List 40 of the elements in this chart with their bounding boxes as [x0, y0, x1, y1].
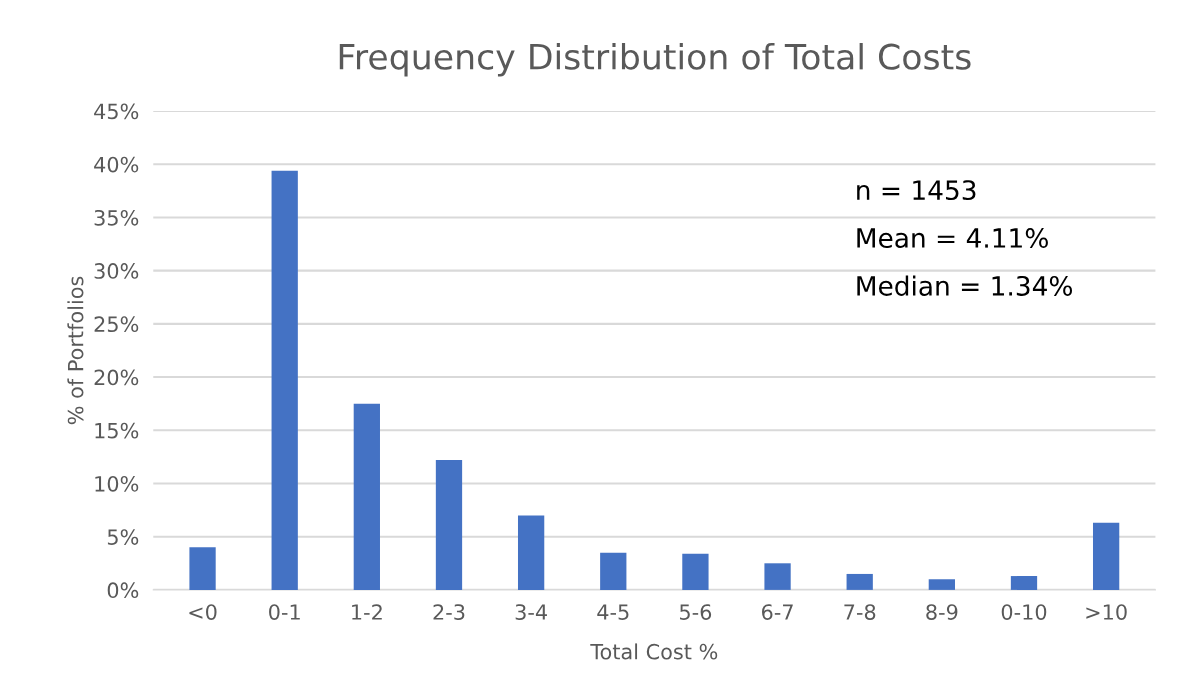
x-tick-label: 5-6	[680, 604, 712, 620]
y-tick-label: 25%	[94, 316, 139, 333]
bar	[517, 515, 545, 590]
chart-title: Frequency Distribution of Total Costs	[339, 42, 971, 77]
y-tick-label: 15%	[95, 422, 139, 439]
bar	[928, 579, 955, 590]
y-tick-label: 35%	[94, 209, 139, 226]
y-tick-label: 0%	[107, 582, 139, 599]
bar	[271, 170, 298, 590]
bar	[846, 573, 873, 590]
annotation: Median = 1.34%	[857, 275, 1073, 296]
bar	[1010, 576, 1038, 590]
x-tick-label: <0	[189, 604, 217, 620]
x-tick-label: >10	[1086, 604, 1127, 620]
y-tick-label: 30%	[94, 263, 139, 279]
x-tick-label: 4-5	[597, 604, 629, 620]
x-axis-title: Total Cost %	[590, 643, 718, 660]
bar	[189, 547, 216, 590]
bar	[682, 553, 709, 590]
y-tick-label: 45%	[94, 103, 139, 120]
bar	[435, 460, 463, 590]
y-tick-label: 40%	[94, 156, 139, 173]
bar	[600, 552, 627, 590]
y-tick-label: 10%	[95, 475, 139, 492]
y-tick-label: 5%	[107, 529, 139, 545]
y-tick-label: 20%	[94, 369, 139, 386]
x-tick-label: 3-4	[515, 604, 547, 620]
x-tick-label: 6-7	[762, 604, 793, 620]
x-tick-label: 1-2	[352, 604, 382, 620]
annotation: n = 1453	[857, 180, 976, 201]
bar	[353, 403, 380, 590]
x-tick-label: 8-9	[926, 604, 958, 620]
x-tick-label: 0-10	[1001, 604, 1047, 620]
x-tick-label: 2-3	[433, 604, 465, 620]
bar	[1092, 522, 1120, 590]
x-tick-label: 7-8	[844, 604, 876, 620]
x-tick-label: 0-1	[269, 604, 300, 620]
annotation: Mean = 4.11%	[857, 228, 1048, 248]
y-axis-title: % of Portfolios	[67, 276, 84, 425]
bar	[764, 563, 791, 590]
